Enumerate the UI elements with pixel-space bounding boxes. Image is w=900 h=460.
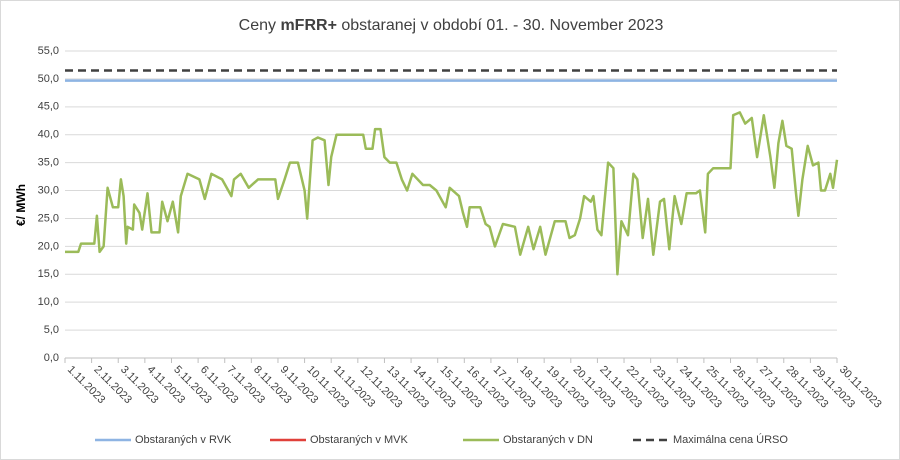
y-tick-label: 5,0 bbox=[44, 324, 59, 336]
legend-label: Obstaraných v DN bbox=[503, 434, 593, 446]
title-part: Ceny bbox=[239, 17, 281, 34]
y-axis-label: €/ MWh bbox=[14, 184, 28, 226]
title-part: obstaranej v období 01. - 30. November 2… bbox=[337, 17, 664, 34]
chart-title: Ceny mFRR+ obstaranej v období 01. - 30.… bbox=[239, 17, 664, 34]
legend-label: Obstaraných v RVK bbox=[135, 434, 232, 446]
y-tick-label: 45,0 bbox=[38, 101, 59, 113]
y-tick-label: 20,0 bbox=[38, 240, 59, 252]
y-tick-label: 10,0 bbox=[38, 296, 59, 308]
y-tick-label: 15,0 bbox=[38, 268, 59, 280]
y-tick-label: 50,0 bbox=[38, 73, 59, 85]
y-tick-label: 0,0 bbox=[44, 352, 59, 364]
title-part: mFRR+ bbox=[280, 17, 336, 34]
series-line bbox=[65, 111, 839, 276]
y-tick-label: 25,0 bbox=[38, 212, 59, 224]
y-tick-label: 35,0 bbox=[38, 157, 59, 169]
y-tick-label: 40,0 bbox=[38, 129, 59, 141]
y-tick-label: 30,0 bbox=[38, 184, 59, 196]
legend-label: Obstaraných v MVK bbox=[310, 434, 408, 446]
legend-label: Maximálna cena ÚRSO bbox=[673, 433, 788, 446]
y-tick-label: 55,0 bbox=[38, 45, 59, 57]
